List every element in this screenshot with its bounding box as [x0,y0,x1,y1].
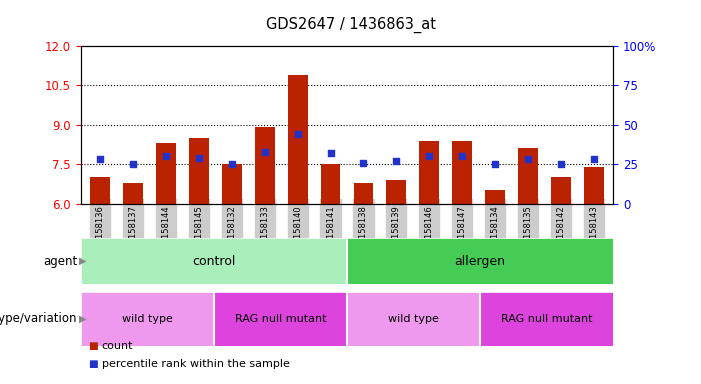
Point [161,153,172,159]
Bar [214,292,347,346]
Bar [419,141,439,204]
Bar [90,177,110,204]
Bar [452,141,472,204]
Text: genotype/variation: genotype/variation [0,312,77,325]
Bar [189,138,209,204]
Point [128,161,139,167]
Text: RAG null mutant: RAG null mutant [501,314,592,324]
Bar [518,149,538,204]
Text: agent: agent [43,255,77,268]
Point [456,153,468,159]
Text: count: count [102,341,133,351]
Point [555,161,566,167]
Bar [347,238,613,284]
Text: GDS2647 / 1436863_at: GDS2647 / 1436863_at [266,17,435,33]
Point [489,161,501,167]
Point [292,131,304,137]
Bar [480,292,613,346]
Bar [353,182,374,204]
Text: allergen: allergen [455,255,505,268]
Text: RAG null mutant: RAG null mutant [235,314,326,324]
Text: wild type: wild type [122,314,172,324]
Bar [485,190,505,204]
Text: control: control [192,255,236,268]
Text: ▶: ▶ [79,256,86,266]
Bar [320,164,341,204]
Point [325,150,336,156]
Text: wild type: wild type [388,314,439,324]
Bar [81,238,347,284]
Text: percentile rank within the sample: percentile rank within the sample [102,359,290,369]
Bar [584,167,604,204]
Point [193,155,205,161]
Point [95,156,106,162]
Bar [386,180,406,204]
Point [423,153,435,159]
Point [358,159,369,166]
Point [390,158,402,164]
Point [522,156,533,162]
Point [259,149,271,155]
Bar [551,177,571,204]
Point [588,156,599,162]
Bar [222,164,242,204]
Bar [255,127,275,204]
Text: ■: ■ [88,359,97,369]
Bar [123,182,143,204]
Bar [288,75,308,204]
Text: ■: ■ [88,341,97,351]
Point [226,161,238,167]
Text: ▶: ▶ [79,314,86,324]
Bar [156,143,176,204]
Bar [347,292,480,346]
Bar [81,292,214,346]
